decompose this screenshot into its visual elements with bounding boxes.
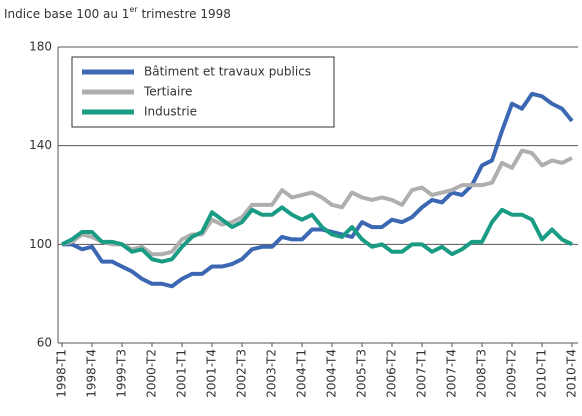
title-superscript: er: [129, 5, 138, 14]
x-tick-label: 2005-T3: [355, 349, 369, 398]
x-tick-label: 2009-T2: [505, 349, 519, 398]
y-tick-label: 100: [29, 237, 52, 251]
x-tick-label: 1998-T1: [55, 349, 69, 398]
x-tick-label: 2003-T2: [265, 349, 279, 398]
y-tick-label: 140: [29, 138, 52, 152]
title-main: Indice base 100 au 1: [4, 7, 129, 21]
x-tick-label: 2000-T2: [145, 349, 159, 398]
chart-title: Indice base 100 au 1er trimestre 1998: [4, 5, 231, 21]
x-tick-label: 2001-T4: [205, 349, 219, 398]
x-tick-label: 2002-T3: [235, 349, 249, 398]
x-tick-label: 1999-T3: [115, 349, 129, 398]
series-line: [61, 205, 573, 264]
y-tick-label: 60: [37, 336, 52, 350]
x-tick-label: 2010-T4: [565, 349, 579, 398]
x-tick-label: 2007-T1: [415, 349, 429, 398]
x-tick-label: 1998-T4: [85, 349, 99, 398]
x-tick-label: 2007-T4: [445, 349, 459, 398]
legend-label: Industrie: [144, 105, 197, 119]
x-tick-label: 2010-T1: [535, 349, 549, 398]
x-tick-label: 2006-T2: [385, 349, 399, 398]
y-tick-label: 180: [29, 40, 52, 54]
x-tick-label: 2008-T3: [475, 349, 489, 398]
series-line: [61, 148, 573, 257]
legend-label: Tertiaire: [143, 85, 192, 99]
x-tick-label: 2004-T1: [295, 349, 309, 398]
series-line: [62, 91, 574, 289]
x-tick-label: 2004-T4: [325, 349, 339, 398]
legend-label: Bâtiment et travaux publics: [144, 65, 311, 79]
x-tick-label: 2001-T1: [175, 349, 189, 398]
title-end: trimestre 1998: [138, 7, 231, 21]
